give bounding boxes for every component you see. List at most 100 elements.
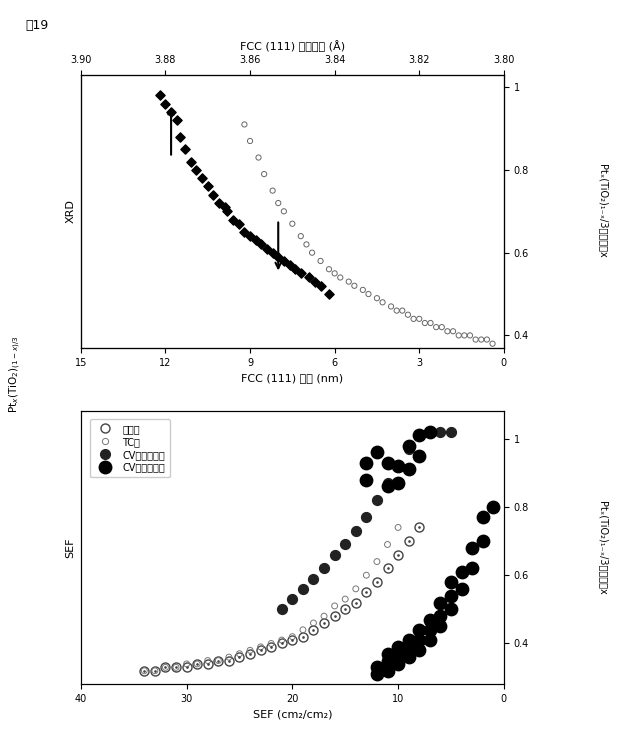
Point <box>213 654 223 666</box>
Point <box>476 334 486 346</box>
Point <box>488 501 498 513</box>
Point <box>383 654 392 666</box>
Point <box>296 267 306 279</box>
Point <box>245 230 255 242</box>
Point <box>150 665 160 677</box>
Point <box>404 641 414 653</box>
Point <box>446 589 456 601</box>
Point <box>287 593 297 605</box>
Point <box>309 573 318 585</box>
Point <box>186 156 196 168</box>
Point <box>393 658 403 670</box>
Point <box>372 661 382 673</box>
Point <box>414 429 424 441</box>
Point <box>383 665 392 677</box>
Point <box>203 654 213 666</box>
Point <box>220 201 230 213</box>
Point <box>254 152 264 164</box>
Point <box>425 634 435 646</box>
X-axis label: FCC (111) 格子定数 (Å): FCC (111) 格子定数 (Å) <box>239 40 345 52</box>
Point <box>302 239 312 251</box>
Point <box>404 464 414 476</box>
Point <box>214 197 224 209</box>
Point <box>404 440 414 452</box>
Point <box>223 205 233 217</box>
Point <box>324 263 334 275</box>
Point <box>435 610 445 622</box>
Point <box>315 255 325 267</box>
Point <box>372 292 382 304</box>
Point <box>488 337 498 349</box>
Point <box>383 648 392 660</box>
Point <box>350 280 360 292</box>
Point <box>279 205 289 217</box>
Point <box>234 648 244 660</box>
Point <box>166 106 176 118</box>
Point <box>309 617 318 629</box>
Point <box>457 565 466 577</box>
Point <box>310 276 320 288</box>
Point <box>197 172 207 184</box>
Point <box>442 325 452 337</box>
Point <box>171 661 181 673</box>
Point <box>180 144 190 156</box>
Point <box>208 188 218 200</box>
Point <box>414 429 424 441</box>
Point <box>361 473 371 485</box>
Point <box>351 525 361 537</box>
Point <box>393 521 403 533</box>
Point <box>298 583 308 595</box>
Point <box>251 234 261 246</box>
Point <box>203 180 213 192</box>
Point <box>256 641 266 653</box>
Point <box>457 583 466 595</box>
Point <box>298 624 308 636</box>
X-axis label: FCC (111) 粒度 (nm): FCC (111) 粒度 (nm) <box>241 373 343 383</box>
Point <box>262 242 272 254</box>
Point <box>290 263 300 275</box>
Point <box>160 98 170 110</box>
Point <box>446 604 456 616</box>
Point <box>192 658 202 670</box>
Point <box>259 168 269 180</box>
Point <box>160 661 170 673</box>
Y-axis label: Ptₓ(TiO₂)₁₋ₓ/3におけるx: Ptₓ(TiO₂)₁₋ₓ/3におけるx <box>598 165 608 258</box>
Point <box>245 135 255 147</box>
Point <box>482 334 492 346</box>
Point <box>228 214 238 226</box>
Point <box>446 426 456 438</box>
Point <box>448 325 458 337</box>
Point <box>425 624 435 636</box>
Point <box>324 288 334 300</box>
Point <box>266 637 276 649</box>
Point <box>155 90 165 102</box>
Point <box>330 267 340 279</box>
Point <box>397 304 407 316</box>
Point <box>287 631 297 643</box>
Point <box>340 593 350 605</box>
Text: Pt$_x$(TiO$_2$)$_{(1-x)/3}$: Pt$_x$(TiO$_2$)$_{(1-x)/3}$ <box>8 335 23 413</box>
Point <box>404 634 414 646</box>
Point <box>465 329 475 341</box>
Point <box>372 494 382 506</box>
Point <box>307 247 317 259</box>
X-axis label: SEF (cm₂/cm₂): SEF (cm₂/cm₂) <box>253 710 332 720</box>
Point <box>319 610 329 622</box>
Point <box>478 535 488 547</box>
Point <box>296 230 306 242</box>
Point <box>478 511 488 523</box>
Point <box>467 562 477 574</box>
Point <box>344 276 354 288</box>
Text: 図19: 図19 <box>25 19 48 31</box>
Point <box>256 239 266 251</box>
Point <box>437 321 447 333</box>
Point <box>425 426 435 438</box>
Point <box>435 426 445 438</box>
Point <box>234 218 244 230</box>
Point <box>467 542 477 554</box>
Point <box>239 118 249 130</box>
Point <box>319 562 329 574</box>
Point <box>435 597 445 609</box>
Legend: 初期値, TC後, CVサイクル前, CVサイクル後: 初期値, TC後, CVサイクル前, CVサイクル後 <box>90 419 170 477</box>
Point <box>279 255 289 267</box>
